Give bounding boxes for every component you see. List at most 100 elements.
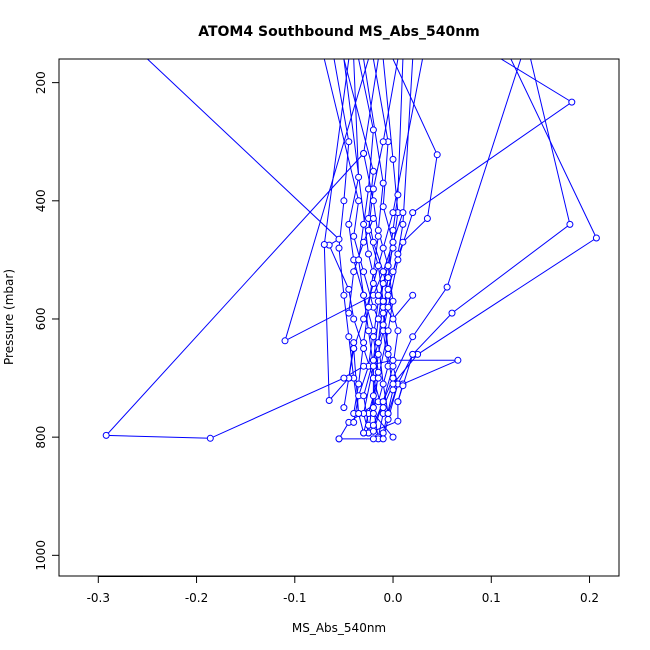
data-point bbox=[374, 291, 382, 299]
data-point bbox=[360, 268, 368, 276]
data-point bbox=[365, 303, 372, 311]
data-point bbox=[389, 356, 397, 364]
data-point bbox=[350, 315, 358, 323]
data-point bbox=[394, 417, 402, 425]
data-point bbox=[345, 333, 353, 341]
data-point bbox=[379, 309, 387, 317]
x-axis: -0.3 -0.2 -0.1 0.0 0.1 0.2 bbox=[87, 575, 599, 605]
data-point bbox=[384, 345, 392, 352]
data-point bbox=[320, 241, 328, 248]
data-point bbox=[374, 232, 382, 240]
data-point bbox=[394, 327, 402, 335]
data-point bbox=[350, 339, 358, 347]
y-tick-label: 600 bbox=[34, 308, 48, 331]
data-point bbox=[399, 238, 407, 246]
data-point bbox=[448, 309, 456, 317]
data-point bbox=[379, 138, 387, 146]
data-point bbox=[389, 374, 397, 382]
data-point bbox=[394, 250, 402, 258]
data-point bbox=[281, 337, 289, 345]
data-point bbox=[394, 191, 402, 199]
data-point bbox=[384, 291, 392, 299]
data-point bbox=[335, 244, 343, 252]
x-tick-label: 0.1 bbox=[482, 591, 501, 605]
data-point bbox=[369, 435, 377, 443]
data-point bbox=[365, 226, 372, 234]
data-point bbox=[389, 209, 397, 217]
data-point bbox=[374, 339, 382, 347]
data-point bbox=[350, 345, 358, 352]
data-point bbox=[389, 362, 397, 370]
data-point bbox=[369, 410, 377, 417]
data-point bbox=[355, 380, 363, 388]
data-point bbox=[394, 398, 402, 406]
series-line bbox=[358, 59, 374, 434]
x-tick-label: 0.2 bbox=[580, 591, 599, 605]
data-point bbox=[360, 315, 368, 323]
data-point bbox=[379, 404, 387, 412]
data-point bbox=[369, 167, 377, 175]
data-point bbox=[102, 431, 110, 439]
data-point bbox=[379, 321, 387, 329]
data-point bbox=[340, 291, 348, 299]
data-point bbox=[379, 297, 387, 305]
data-point bbox=[389, 226, 397, 234]
data-point bbox=[355, 173, 363, 181]
data-point bbox=[384, 303, 392, 311]
data-point bbox=[345, 220, 353, 228]
data-point bbox=[369, 427, 377, 435]
data-point bbox=[365, 250, 372, 258]
data-point bbox=[374, 226, 382, 234]
data-point bbox=[360, 362, 368, 370]
y-tick-label: 400 bbox=[34, 189, 48, 212]
data-point bbox=[379, 435, 387, 443]
data-point bbox=[360, 345, 368, 352]
data-point bbox=[454, 356, 462, 364]
data-point bbox=[369, 238, 377, 246]
chart-title: ATOM4 Southbound MS_Abs_540nm bbox=[198, 24, 480, 40]
x-axis-line bbox=[98, 575, 590, 577]
data-point bbox=[409, 333, 417, 341]
data-point bbox=[379, 280, 387, 287]
data-point bbox=[369, 280, 377, 287]
data-point bbox=[340, 374, 348, 382]
x-axis-label: MS_Abs_540nm bbox=[292, 621, 386, 635]
data-point bbox=[409, 350, 417, 358]
data-point bbox=[568, 98, 576, 106]
data-point bbox=[384, 285, 392, 293]
data-point bbox=[423, 215, 431, 222]
data-point bbox=[389, 244, 397, 252]
y-tick-label: 1000 bbox=[34, 540, 48, 571]
data-point bbox=[379, 179, 387, 187]
y-axis: 200 400 600 800 1000 bbox=[34, 71, 60, 571]
data-point bbox=[433, 151, 441, 159]
data-point bbox=[389, 433, 397, 441]
data-point bbox=[369, 185, 377, 193]
data-point bbox=[360, 392, 368, 400]
data-point bbox=[566, 220, 574, 228]
data-point bbox=[345, 309, 353, 317]
data-point bbox=[369, 197, 377, 205]
data-point bbox=[384, 327, 392, 335]
data-point bbox=[379, 380, 387, 388]
data-point bbox=[345, 138, 353, 146]
data-point bbox=[389, 297, 397, 305]
data-point bbox=[350, 268, 358, 276]
data-point bbox=[389, 380, 397, 388]
data-point bbox=[384, 262, 392, 270]
data-point bbox=[369, 126, 377, 134]
series-line bbox=[333, 59, 360, 414]
data-point bbox=[379, 429, 387, 437]
data-point bbox=[399, 220, 407, 228]
data-point bbox=[369, 392, 377, 400]
data-point bbox=[369, 268, 377, 276]
data-point bbox=[379, 398, 387, 406]
x-tick-label: -0.2 bbox=[185, 591, 208, 605]
data-point bbox=[369, 421, 377, 429]
data-point bbox=[389, 315, 397, 323]
data-point bbox=[384, 410, 392, 417]
data-point bbox=[369, 362, 377, 370]
x-tick-label: -0.3 bbox=[87, 591, 110, 605]
data-point bbox=[355, 256, 363, 264]
series-line bbox=[105, 153, 459, 439]
